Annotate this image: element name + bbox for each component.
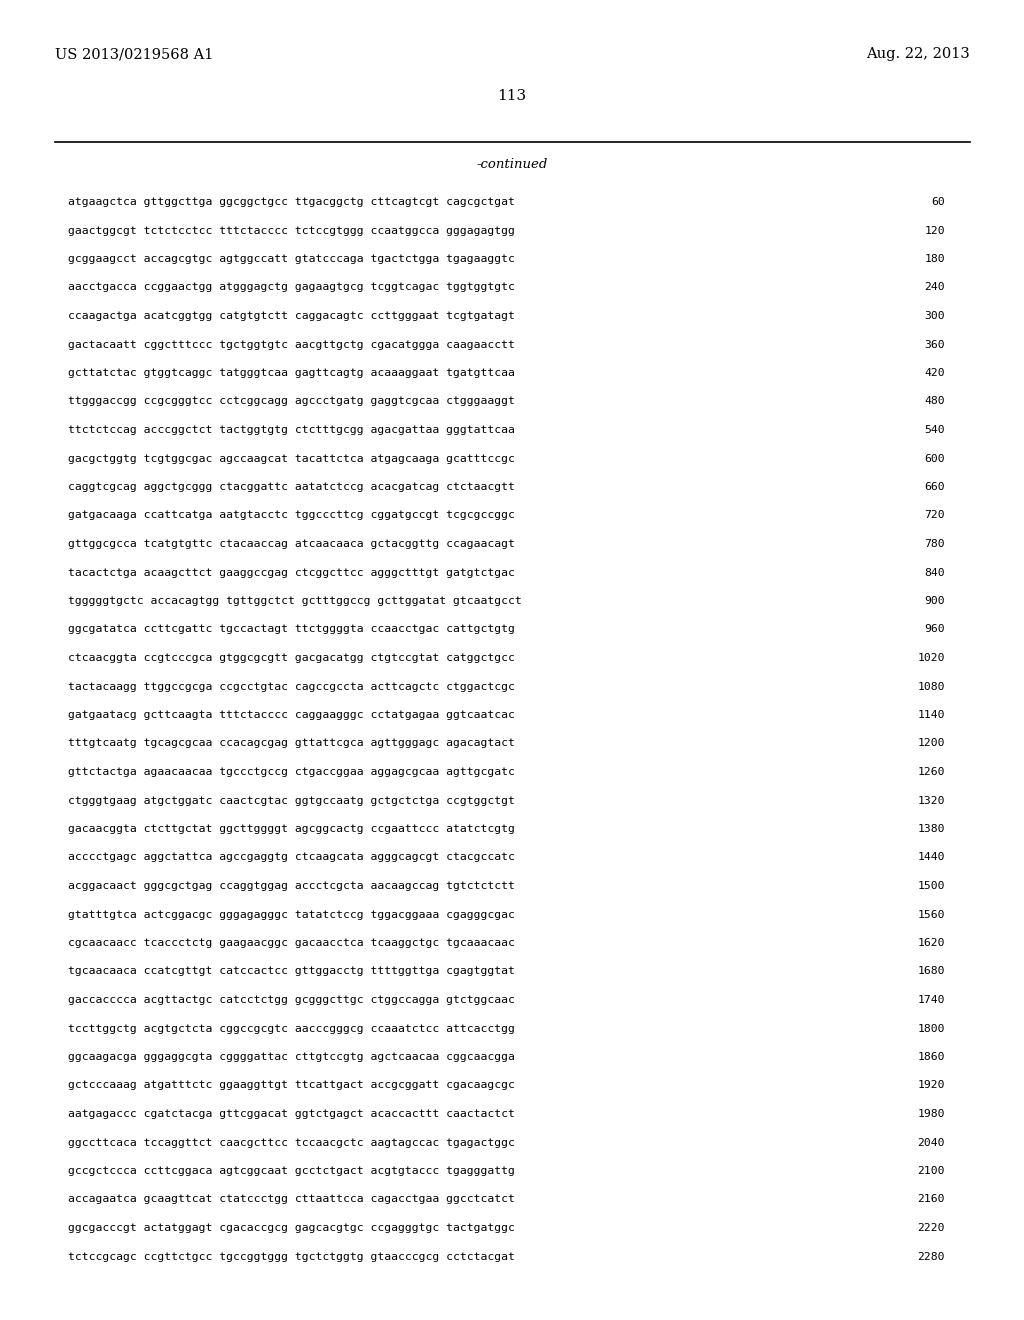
Text: Aug. 22, 2013: Aug. 22, 2013 (866, 48, 970, 61)
Text: 240: 240 (925, 282, 945, 293)
Text: gctcccaaag atgatttctc ggaaggttgt ttcattgact accgcggatt cgacaagcgc: gctcccaaag atgatttctc ggaaggttgt ttcattg… (68, 1081, 515, 1090)
Text: acggacaact gggcgctgag ccaggtggag accctcgcta aacaagccag tgtctctctt: acggacaact gggcgctgag ccaggtggag accctcg… (68, 880, 515, 891)
Text: gaactggcgt tctctcctcc tttctacccc tctccgtggg ccaatggcca gggagagtgg: gaactggcgt tctctcctcc tttctacccc tctccgt… (68, 226, 515, 235)
Text: 1680: 1680 (918, 966, 945, 977)
Text: 1200: 1200 (918, 738, 945, 748)
Text: 120: 120 (925, 226, 945, 235)
Text: US 2013/0219568 A1: US 2013/0219568 A1 (55, 48, 213, 61)
Text: 1020: 1020 (918, 653, 945, 663)
Text: 600: 600 (925, 454, 945, 463)
Text: gttggcgcca tcatgtgttc ctacaaccag atcaacaaca gctacggttg ccagaacagt: gttggcgcca tcatgtgttc ctacaaccag atcaaca… (68, 539, 515, 549)
Text: 480: 480 (925, 396, 945, 407)
Text: accagaatca gcaagttcat ctatccctgg cttaattcca cagacctgaa ggcctcatct: accagaatca gcaagttcat ctatccctgg cttaatt… (68, 1195, 515, 1204)
Text: 1440: 1440 (918, 853, 945, 862)
Text: 300: 300 (925, 312, 945, 321)
Text: aacctgacca ccggaactgg atgggagctg gagaagtgcg tcggtcagac tggtggtgtc: aacctgacca ccggaactgg atgggagctg gagaagt… (68, 282, 515, 293)
Text: 1080: 1080 (918, 681, 945, 692)
Text: ccaagactga acatcggtgg catgtgtctt caggacagtc ccttgggaat tcgtgatagt: ccaagactga acatcggtgg catgtgtctt caggaca… (68, 312, 515, 321)
Text: 1620: 1620 (918, 939, 945, 948)
Text: gttctactga agaacaacaa tgccctgccg ctgaccggaa aggagcgcaa agttgcgatc: gttctactga agaacaacaa tgccctgccg ctgaccg… (68, 767, 515, 777)
Text: tccttggctg acgtgctcta cggccgcgtc aacccgggcg ccaaatctcc attcacctgg: tccttggctg acgtgctcta cggccgcgtc aacccgg… (68, 1023, 515, 1034)
Text: 360: 360 (925, 339, 945, 350)
Text: atgaagctca gttggcttga ggcggctgcc ttgacggctg cttcagtcgt cagcgctgat: atgaagctca gttggcttga ggcggctgcc ttgacgg… (68, 197, 515, 207)
Text: ggcgatatca ccttcgattc tgccactagt ttctggggta ccaacctgac cattgctgtg: ggcgatatca ccttcgattc tgccactagt ttctggg… (68, 624, 515, 635)
Text: ggcaagacga gggaggcgta cggggattac cttgtccgtg agctcaacaa cggcaacgga: ggcaagacga gggaggcgta cggggattac cttgtcc… (68, 1052, 515, 1063)
Text: 1560: 1560 (918, 909, 945, 920)
Text: gcggaagcct accagcgtgc agtggccatt gtatcccaga tgactctgga tgagaaggtc: gcggaagcct accagcgtgc agtggccatt gtatccc… (68, 253, 515, 264)
Text: 2220: 2220 (918, 1224, 945, 1233)
Text: tgcaacaaca ccatcgttgt catccactcc gttggacctg ttttggttga cgagtggtat: tgcaacaaca ccatcgttgt catccactcc gttggac… (68, 966, 515, 977)
Text: 180: 180 (925, 253, 945, 264)
Text: gactacaatt cggctttccc tgctggtgtc aacgttgctg cgacatggga caagaacctt: gactacaatt cggctttccc tgctggtgtc aacgttg… (68, 339, 515, 350)
Text: ttctctccag acccggctct tactggtgtg ctctttgcgg agacgattaa gggtattcaa: ttctctccag acccggctct tactggtgtg ctctttg… (68, 425, 515, 436)
Text: 660: 660 (925, 482, 945, 492)
Text: 540: 540 (925, 425, 945, 436)
Text: tgggggtgctc accacagtgg tgttggctct gctttggccg gcttggatat gtcaatgcct: tgggggtgctc accacagtgg tgttggctct gctttg… (68, 597, 522, 606)
Text: gccgctccca ccttcggaca agtcggcaat gcctctgact acgtgtaccc tgagggattg: gccgctccca ccttcggaca agtcggcaat gcctctg… (68, 1166, 515, 1176)
Text: cgcaacaacc tcaccctctg gaagaacggc gacaacctca tcaaggctgc tgcaaacaac: cgcaacaacc tcaccctctg gaagaacggc gacaacc… (68, 939, 515, 948)
Text: gatgaatacg gcttcaagta tttctacccc caggaagggc cctatgagaa ggtcaatcac: gatgaatacg gcttcaagta tttctacccc caggaag… (68, 710, 515, 719)
Text: gatgacaaga ccattcatga aatgtacctc tggcccttcg cggatgccgt tcgcgccggc: gatgacaaga ccattcatga aatgtacctc tggccct… (68, 511, 515, 520)
Text: gacaacggta ctcttgctat ggcttggggt agcggcactg ccgaattccc atatctcgtg: gacaacggta ctcttgctat ggcttggggt agcggca… (68, 824, 515, 834)
Text: acccctgagc aggctattca agccgaggtg ctcaagcata agggcagcgt ctacgccatc: acccctgagc aggctattca agccgaggtg ctcaagc… (68, 853, 515, 862)
Text: 60: 60 (931, 197, 945, 207)
Text: 2100: 2100 (918, 1166, 945, 1176)
Text: ctcaacggta ccgtcccgca gtggcgcgtt gacgacatgg ctgtccgtat catggctgcc: ctcaacggta ccgtcccgca gtggcgcgtt gacgaca… (68, 653, 515, 663)
Text: 2040: 2040 (918, 1138, 945, 1147)
Text: 840: 840 (925, 568, 945, 578)
Text: ttgggaccgg ccgcgggtcc cctcggcagg agccctgatg gaggtcgcaa ctgggaaggt: ttgggaccgg ccgcgggtcc cctcggcagg agccctg… (68, 396, 515, 407)
Text: 1140: 1140 (918, 710, 945, 719)
Text: 1860: 1860 (918, 1052, 945, 1063)
Text: 1800: 1800 (918, 1023, 945, 1034)
Text: ggccttcaca tccaggttct caacgcttcc tccaacgctc aagtagccac tgagactggc: ggccttcaca tccaggttct caacgcttcc tccaacg… (68, 1138, 515, 1147)
Text: gaccacccca acgttactgc catcctctgg gcgggcttgc ctggccagga gtctggcaac: gaccacccca acgttactgc catcctctgg gcgggct… (68, 995, 515, 1005)
Text: 1500: 1500 (918, 880, 945, 891)
Text: -continued: -continued (476, 158, 548, 172)
Text: 1980: 1980 (918, 1109, 945, 1119)
Text: aatgagaccc cgatctacga gttcggacat ggtctgagct acaccacttt caactactct: aatgagaccc cgatctacga gttcggacat ggtctga… (68, 1109, 515, 1119)
Text: caggtcgcag aggctgcggg ctacggattc aatatctccg acacgatcag ctctaacgtt: caggtcgcag aggctgcggg ctacggattc aatatct… (68, 482, 515, 492)
Text: 960: 960 (925, 624, 945, 635)
Text: 113: 113 (498, 88, 526, 103)
Text: 2160: 2160 (918, 1195, 945, 1204)
Text: 1920: 1920 (918, 1081, 945, 1090)
Text: 1260: 1260 (918, 767, 945, 777)
Text: tctccgcagc ccgttctgcc tgccggtggg tgctctggtg gtaacccgcg cctctacgat: tctccgcagc ccgttctgcc tgccggtggg tgctctg… (68, 1251, 515, 1262)
Text: 420: 420 (925, 368, 945, 378)
Text: 1320: 1320 (918, 796, 945, 805)
Text: tttgtcaatg tgcagcgcaa ccacagcgag gttattcgca agttgggagc agacagtact: tttgtcaatg tgcagcgcaa ccacagcgag gttattc… (68, 738, 515, 748)
Text: 2280: 2280 (918, 1251, 945, 1262)
Text: ctgggtgaag atgctggatc caactcgtac ggtgccaatg gctgctctga ccgtggctgt: ctgggtgaag atgctggatc caactcgtac ggtgcca… (68, 796, 515, 805)
Text: ggcgacccgt actatggagt cgacaccgcg gagcacgtgc ccgagggtgc tactgatggc: ggcgacccgt actatggagt cgacaccgcg gagcacg… (68, 1224, 515, 1233)
Text: 1740: 1740 (918, 995, 945, 1005)
Text: gacgctggtg tcgtggcgac agccaagcat tacattctca atgagcaaga gcatttccgc: gacgctggtg tcgtggcgac agccaagcat tacattc… (68, 454, 515, 463)
Text: gtatttgtca actcggacgc gggagagggc tatatctccg tggacggaaa cgagggcgac: gtatttgtca actcggacgc gggagagggc tatatct… (68, 909, 515, 920)
Text: 720: 720 (925, 511, 945, 520)
Text: 1380: 1380 (918, 824, 945, 834)
Text: tactacaagg ttggccgcga ccgcctgtac cagccgccta acttcagctc ctggactcgc: tactacaagg ttggccgcga ccgcctgtac cagccgc… (68, 681, 515, 692)
Text: gcttatctac gtggtcaggc tatgggtcaa gagttcagtg acaaaggaat tgatgttcaa: gcttatctac gtggtcaggc tatgggtcaa gagttca… (68, 368, 515, 378)
Text: 900: 900 (925, 597, 945, 606)
Text: 780: 780 (925, 539, 945, 549)
Text: tacactctga acaagcttct gaaggccgag ctcggcttcc agggctttgt gatgtctgac: tacactctga acaagcttct gaaggccgag ctcggct… (68, 568, 515, 578)
